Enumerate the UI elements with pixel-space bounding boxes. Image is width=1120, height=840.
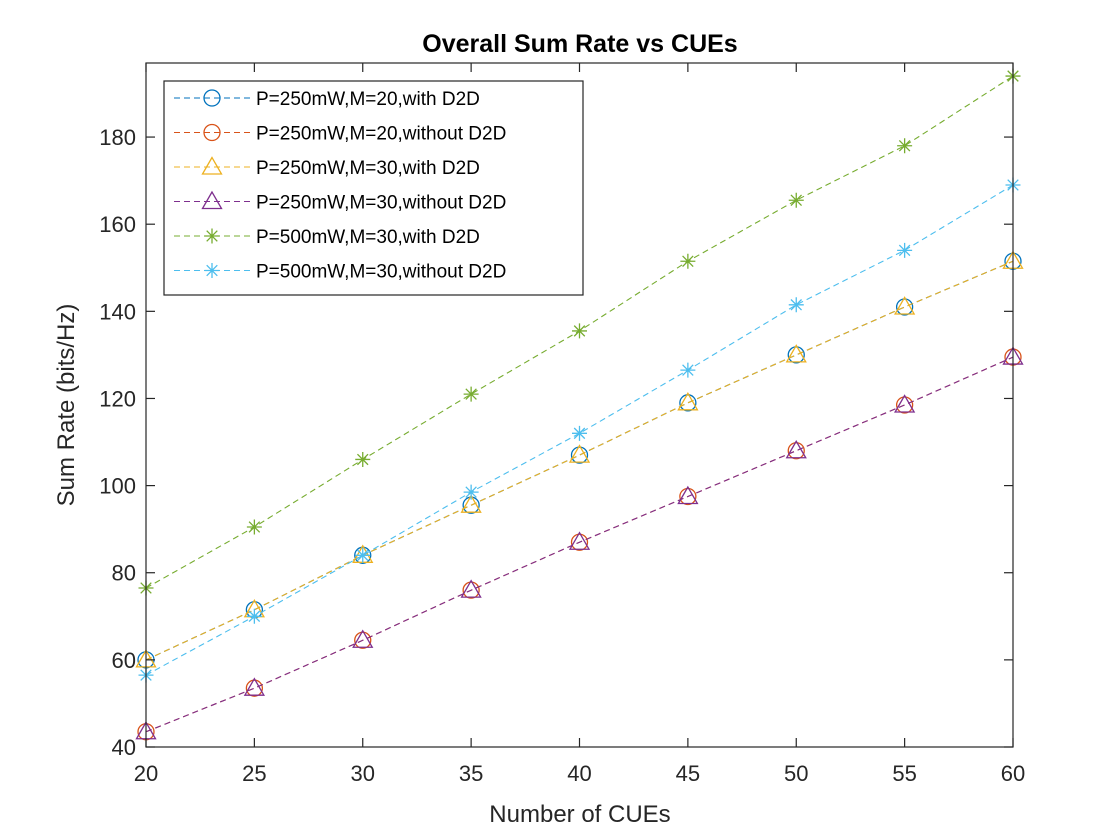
legend-marker (203, 123, 221, 142)
data-point (572, 425, 587, 441)
data-point (680, 362, 696, 378)
legend-box (163, 80, 584, 296)
legend-label: P=250mW,M=20,with D2D (256, 89, 480, 110)
data-point (894, 394, 916, 413)
legend-entry: P=500mW,M=30,without D2D (174, 262, 506, 283)
data-point (460, 494, 482, 513)
y-tick-label: 120 (99, 386, 136, 411)
data-point (787, 442, 805, 460)
legend-label: P=250mW,M=20,without D2D (256, 124, 506, 145)
data-point (679, 487, 697, 506)
series-group (135, 68, 1024, 741)
data-point (462, 581, 480, 599)
data-point (788, 192, 804, 208)
legend-label: P=500mW,M=30,without D2D (256, 262, 506, 283)
legend-label: P=250mW,M=30,with D2D (256, 158, 480, 179)
data-point (355, 451, 371, 467)
x-tick-label: 30 (351, 761, 375, 786)
data-point (895, 396, 914, 414)
y-tick-label: 60 (112, 648, 136, 673)
data-point (787, 346, 805, 364)
data-point (677, 392, 699, 411)
data-point (568, 444, 591, 463)
data-point (785, 344, 807, 363)
legend-label: P=250mW,M=30,without D2D (256, 193, 506, 214)
x-tick-label: 40 (567, 761, 591, 786)
data-point (463, 386, 479, 402)
legend-marker (201, 190, 223, 210)
data-point (788, 297, 804, 313)
data-point (463, 484, 479, 500)
data-point (246, 608, 262, 624)
data-point (572, 323, 587, 339)
y-tick-label: 180 (99, 125, 136, 150)
data-point (680, 253, 696, 269)
data-point (246, 519, 262, 535)
y-tick-label: 160 (99, 212, 136, 237)
data-point (894, 296, 916, 315)
x-tick-label: 35 (459, 761, 483, 786)
series-line (145, 356, 1014, 733)
x-tick-label: 20 (134, 761, 158, 786)
legend-marker (204, 228, 220, 244)
data-point (677, 485, 699, 505)
legend-marker (204, 263, 220, 278)
x-tick-label: 25 (242, 761, 266, 786)
data-point (352, 629, 374, 648)
legend-entry: P=250mW,M=30,without D2D (174, 190, 506, 214)
data-point (354, 546, 372, 564)
legend: P=250mW,M=20,with D2D P=250mW,M=20,withou… (163, 80, 584, 296)
data-point (354, 631, 372, 649)
data-point (570, 533, 589, 551)
x-tick-label: 45 (676, 761, 700, 786)
x-tick-label: 50 (784, 761, 808, 786)
data-point (243, 677, 265, 696)
data-point (570, 446, 589, 464)
x-tick-label: 60 (1001, 761, 1025, 786)
chart-title: Overall Sum Rate vs CUEs (422, 30, 737, 58)
data-point (895, 298, 914, 316)
y-tick-label: 140 (99, 299, 136, 324)
data-point (568, 531, 591, 550)
legend-marker (203, 89, 221, 107)
data-point (897, 242, 913, 258)
legend-entry: P=500mW,M=30,with D2D (174, 227, 480, 248)
data-point (460, 579, 482, 598)
x-axis-label: Number of CUEs (489, 801, 670, 828)
x-tick-label: 55 (892, 761, 916, 786)
y-axis-label: Sum Rate (bits/Hz) (53, 304, 80, 507)
legend-label: P=500mW,M=30,with D2D (256, 227, 480, 248)
data-point (897, 138, 913, 154)
y-tick-label: 40 (112, 735, 136, 760)
data-point (245, 679, 264, 697)
axes: 20 25 30 35 40 45 50 55 60 40 60 80 100 120 140 160 180 (99, 62, 1025, 786)
data-point (355, 547, 371, 563)
data-point (785, 439, 807, 459)
y-tick-label: 100 (99, 474, 136, 499)
legend-entry: P=250mW,M=20,without D2D (174, 124, 506, 145)
legend-marker (201, 156, 223, 175)
data-point (679, 394, 697, 412)
legend-entry: P=250mW,M=30,with D2D (174, 156, 480, 179)
legend-entry: P=250mW,M=20,with D2D (174, 89, 480, 110)
y-tick-label: 80 (112, 561, 136, 586)
series-line (145, 184, 1014, 676)
